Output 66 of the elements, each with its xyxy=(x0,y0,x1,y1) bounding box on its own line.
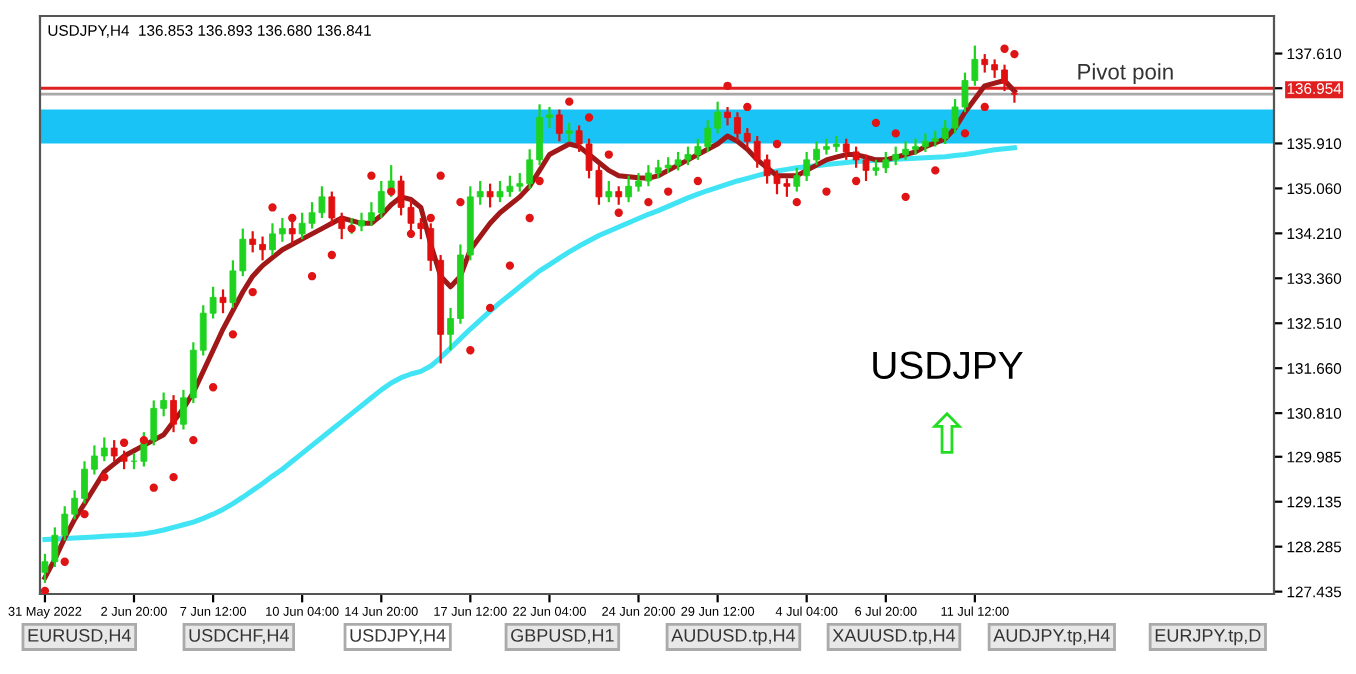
annotation: USDJPY xyxy=(873,351,1023,380)
candlestick xyxy=(219,288,227,315)
point xyxy=(980,102,989,112)
point xyxy=(485,303,495,313)
point xyxy=(100,472,109,482)
point xyxy=(307,272,317,281)
point xyxy=(406,229,416,239)
point xyxy=(40,586,50,594)
candlestick xyxy=(555,108,563,143)
point xyxy=(1010,49,1019,59)
point xyxy=(565,97,574,106)
ref-line-label: Pivot poin xyxy=(1078,63,1173,85)
point xyxy=(822,187,831,196)
point xyxy=(772,139,782,149)
point xyxy=(505,261,515,270)
point xyxy=(960,129,970,138)
point xyxy=(119,438,129,447)
point xyxy=(614,208,623,217)
point xyxy=(80,509,89,519)
point xyxy=(268,203,277,212)
point xyxy=(871,118,881,127)
point xyxy=(931,166,940,175)
text: AUDUSD.tp,H4 xyxy=(671,628,796,646)
text: USDCHF,H4 xyxy=(189,628,289,644)
candlestick xyxy=(486,182,494,209)
point xyxy=(792,197,801,207)
text: AUDJPY.tp,H4 xyxy=(993,629,1110,646)
text: EURUSD,H4 xyxy=(28,628,131,644)
candlestick xyxy=(1011,90,1018,104)
point xyxy=(535,176,544,186)
point xyxy=(743,102,752,112)
point xyxy=(525,213,534,223)
point xyxy=(664,187,673,196)
point xyxy=(189,435,198,445)
point xyxy=(644,197,653,207)
point xyxy=(387,187,396,196)
candlestick xyxy=(565,121,573,143)
point xyxy=(456,197,465,207)
point xyxy=(466,346,475,355)
point xyxy=(327,250,336,260)
point xyxy=(891,129,900,138)
point xyxy=(149,483,158,492)
point xyxy=(169,472,178,482)
point xyxy=(288,213,297,223)
text: EURJPY.tp,D xyxy=(1155,629,1261,646)
candlestick xyxy=(615,185,623,206)
point xyxy=(693,176,703,186)
text: GBPUSD,H1 xyxy=(511,628,614,644)
point xyxy=(604,150,613,159)
point xyxy=(228,330,238,339)
point xyxy=(901,192,910,202)
point xyxy=(584,113,594,122)
point xyxy=(723,81,732,90)
point xyxy=(1000,44,1009,53)
point xyxy=(208,383,218,392)
point xyxy=(851,176,861,186)
text: XAUUSD.tp,H4 xyxy=(832,628,956,646)
point xyxy=(248,287,257,297)
point xyxy=(60,557,69,566)
point xyxy=(426,213,435,223)
candlestick xyxy=(605,179,613,204)
point xyxy=(367,171,376,180)
candlestick xyxy=(170,394,177,434)
text: USDJPY,H4 xyxy=(350,628,446,644)
point xyxy=(139,435,149,445)
point xyxy=(436,171,445,180)
